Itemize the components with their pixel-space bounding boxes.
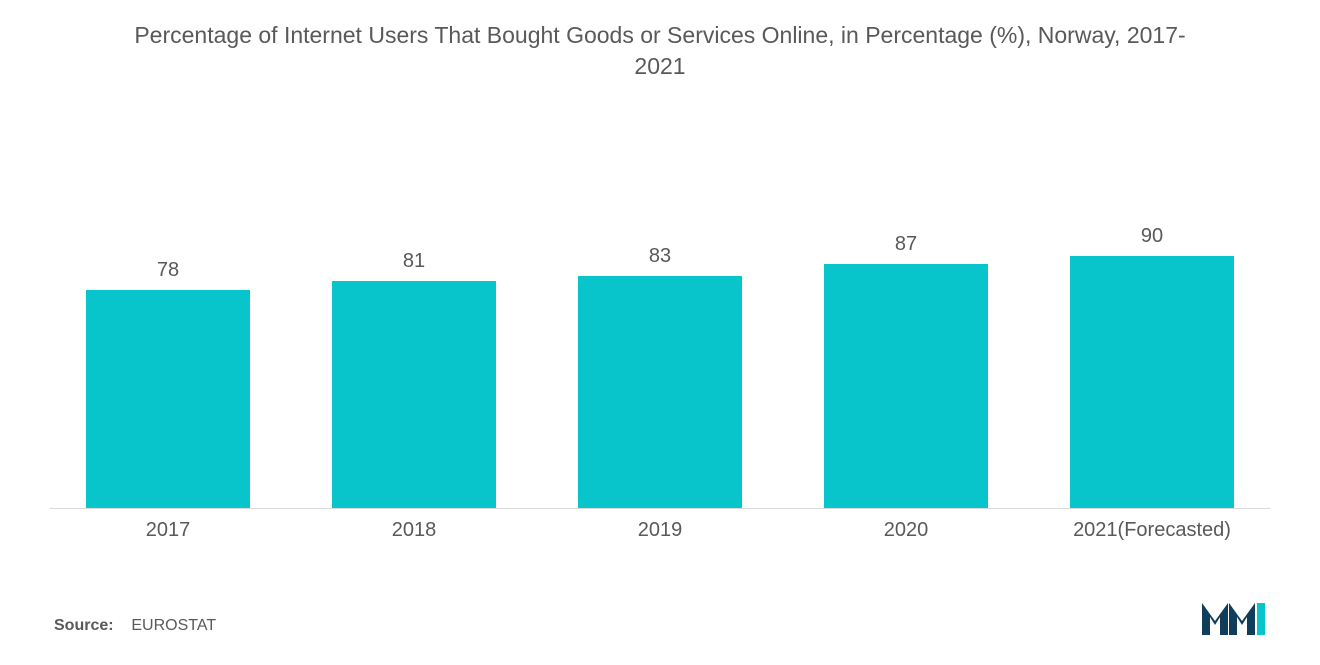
source-value: EUROSTAT bbox=[131, 617, 216, 634]
bar bbox=[824, 264, 988, 508]
chart-x-axis: 2017 2018 2019 2020 2021(Forecasted) bbox=[50, 509, 1270, 542]
bar-value-label: 78 bbox=[157, 259, 179, 282]
chart-title: Percentage of Internet Users That Bought… bbox=[50, 20, 1270, 82]
chart-plot-area: 78 81 83 87 90 bbox=[50, 82, 1270, 508]
bar-value-label: 83 bbox=[649, 245, 671, 268]
x-axis-label: 2020 bbox=[798, 519, 1014, 542]
chart-footer: Source: EUROSTAT bbox=[50, 597, 1270, 635]
bar-group: 78 bbox=[60, 259, 276, 508]
bar-group: 83 bbox=[552, 245, 768, 508]
bar bbox=[86, 290, 250, 508]
source-text: Source: EUROSTAT bbox=[54, 617, 216, 635]
x-axis-label: 2021(Forecasted) bbox=[1044, 519, 1260, 542]
bar bbox=[1070, 256, 1234, 508]
x-axis-label: 2018 bbox=[306, 519, 522, 542]
bar-value-label: 81 bbox=[403, 250, 425, 273]
brand-logo-icon bbox=[1202, 597, 1266, 635]
bar bbox=[578, 276, 742, 508]
x-axis-label: 2017 bbox=[60, 519, 276, 542]
bar-group: 81 bbox=[306, 250, 522, 508]
bar-value-label: 90 bbox=[1141, 225, 1163, 248]
bar-value-label: 87 bbox=[895, 233, 917, 256]
chart-container: Percentage of Internet Users That Bought… bbox=[0, 0, 1320, 665]
x-axis-label: 2019 bbox=[552, 519, 768, 542]
source-label: Source: bbox=[54, 617, 114, 634]
bar-group: 87 bbox=[798, 233, 1014, 508]
bar-group: 90 bbox=[1044, 225, 1260, 508]
bar bbox=[332, 281, 496, 508]
